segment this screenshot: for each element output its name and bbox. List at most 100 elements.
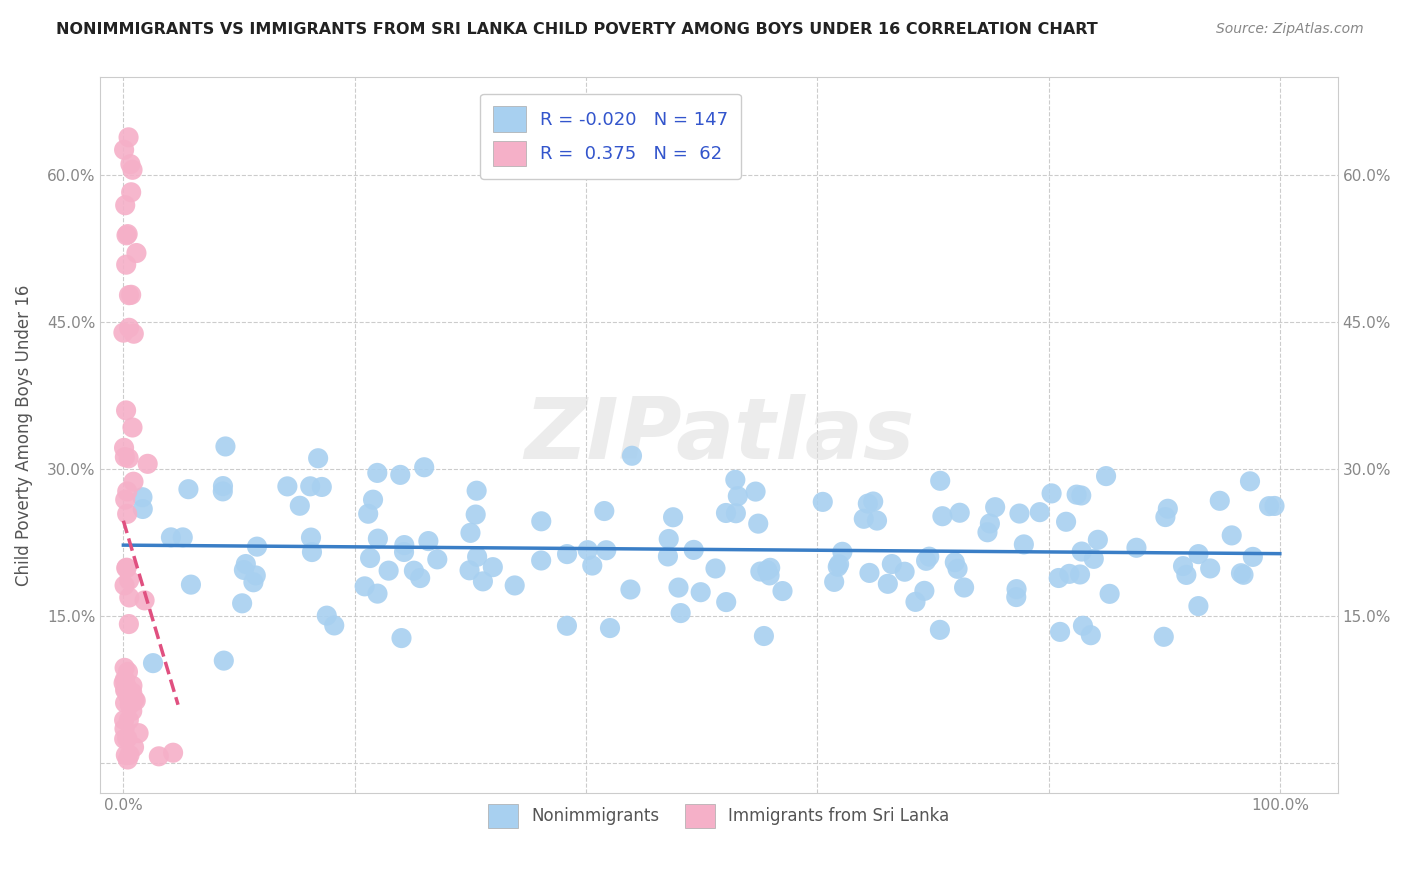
Point [1171, 559, 1194, 574]
Point [132, 502, 155, 516]
Point [117, 665, 139, 679]
Point [118, 288, 141, 302]
Point [555, 547, 578, 561]
Point [912, 583, 935, 598]
Point [727, 489, 749, 503]
Point [162, 746, 184, 760]
Point [231, 596, 253, 610]
Point [301, 545, 323, 559]
Point [118, 684, 141, 698]
Point [134, 593, 156, 607]
Point [160, 530, 183, 544]
Point [1054, 515, 1077, 529]
Point [366, 586, 388, 600]
Point [759, 561, 782, 575]
Point [1187, 599, 1209, 613]
Point [391, 631, 413, 645]
Point [359, 551, 381, 566]
Point [235, 557, 257, 571]
Point [465, 483, 488, 498]
Point [1098, 587, 1121, 601]
Point [114, 682, 136, 697]
Point [115, 560, 138, 574]
Point [744, 484, 766, 499]
Point [1080, 628, 1102, 642]
Point [115, 731, 138, 746]
Point [1040, 486, 1063, 500]
Point [128, 726, 150, 740]
Point [1069, 567, 1091, 582]
Point [1241, 549, 1264, 564]
Point [117, 689, 139, 703]
Point [180, 577, 202, 591]
Point [1187, 547, 1209, 561]
Point [1066, 488, 1088, 502]
Point [464, 508, 486, 522]
Point [112, 143, 135, 157]
Point [758, 568, 780, 582]
Point [115, 681, 138, 696]
Point [120, 287, 142, 301]
Point [1199, 561, 1222, 575]
Point [852, 512, 875, 526]
Point [482, 560, 505, 574]
Point [918, 549, 941, 564]
Point [984, 500, 1007, 515]
Point [1083, 552, 1105, 566]
Point [1005, 590, 1028, 604]
Point [953, 581, 976, 595]
Point [893, 565, 915, 579]
Point [112, 441, 135, 455]
Point [1008, 507, 1031, 521]
Point [904, 595, 927, 609]
Point [114, 661, 136, 675]
Point [426, 552, 449, 566]
Point [413, 460, 436, 475]
Point [299, 479, 322, 493]
Point [458, 563, 481, 577]
Point [1258, 499, 1281, 513]
Point [120, 186, 142, 200]
Point [392, 545, 415, 559]
Point [177, 482, 200, 496]
Point [876, 577, 898, 591]
Point [122, 475, 145, 489]
Point [212, 479, 235, 493]
Point [856, 497, 879, 511]
Point [866, 514, 889, 528]
Point [581, 558, 603, 573]
Point [121, 704, 143, 718]
Point [389, 467, 412, 482]
Point [114, 492, 136, 507]
Point [245, 568, 267, 582]
Point [121, 679, 143, 693]
Point [115, 507, 138, 521]
Point [929, 474, 952, 488]
Point [117, 227, 139, 241]
Point [118, 617, 141, 632]
Point [125, 246, 148, 260]
Point [828, 557, 851, 571]
Point [115, 484, 138, 499]
Point [114, 696, 136, 710]
Point [357, 507, 380, 521]
Point [121, 420, 143, 434]
Point [246, 540, 269, 554]
Point [915, 554, 938, 568]
Point [1005, 582, 1028, 596]
Point [724, 473, 747, 487]
Point [1125, 541, 1147, 555]
Point [657, 549, 679, 564]
Point [772, 584, 794, 599]
Point [115, 403, 138, 417]
Point [599, 621, 621, 635]
Point [530, 553, 553, 567]
Point [1154, 510, 1177, 524]
Point [1095, 469, 1118, 483]
Point [114, 683, 136, 698]
Point [172, 530, 194, 544]
Point [131, 490, 153, 504]
Point [121, 162, 143, 177]
Point [377, 564, 399, 578]
Point [658, 532, 681, 546]
